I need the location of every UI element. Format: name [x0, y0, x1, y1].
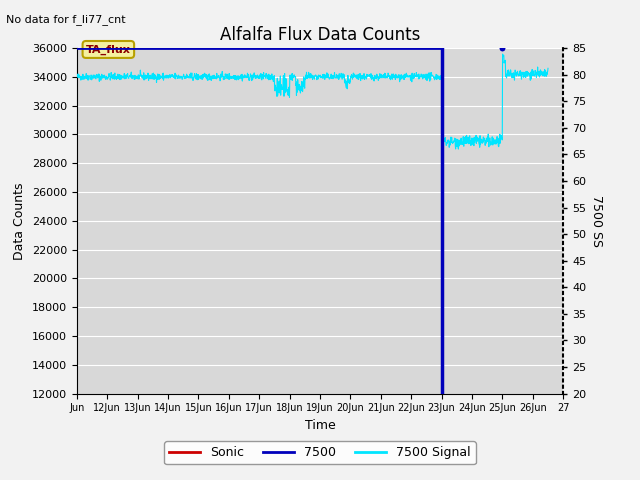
- Text: TA_flux: TA_flux: [86, 44, 131, 55]
- Y-axis label: 7500 SS: 7500 SS: [590, 195, 603, 247]
- Title: Alfalfa Flux Data Counts: Alfalfa Flux Data Counts: [220, 25, 420, 44]
- Y-axis label: Data Counts: Data Counts: [13, 182, 26, 260]
- X-axis label: Time: Time: [305, 419, 335, 432]
- Legend: Sonic, 7500, 7500 Signal: Sonic, 7500, 7500 Signal: [164, 441, 476, 464]
- Text: No data for f_li77_cnt: No data for f_li77_cnt: [6, 14, 126, 25]
